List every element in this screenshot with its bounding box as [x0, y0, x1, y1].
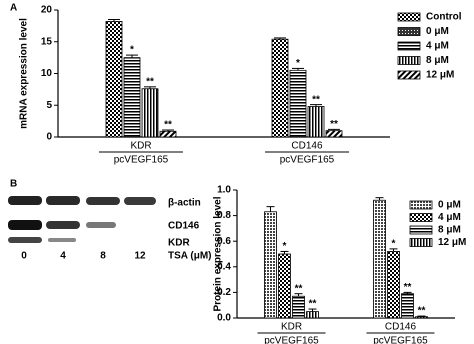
y-tick-label: 15	[41, 36, 53, 47]
significance-mark: **	[418, 306, 426, 317]
legend-label: 4 μM	[426, 41, 449, 52]
legend-swatch	[409, 225, 433, 235]
legend-label: Control	[426, 12, 462, 23]
legend-label: 12 μM	[438, 237, 466, 248]
significance-mark: **	[330, 119, 338, 130]
significance-mark: *	[392, 239, 396, 250]
legend-label: 0 μM	[426, 26, 449, 37]
legend-label: 4 μM	[438, 212, 461, 223]
legend-swatch	[409, 213, 433, 222]
blot-lane-label: 12	[134, 251, 146, 262]
blot-image	[8, 196, 156, 243]
legend-swatch	[397, 70, 421, 80]
y-tick-label: 0.2	[217, 287, 231, 298]
group-label: pcVEGF165	[373, 336, 428, 344]
blot-lane-title: TSA (μM)	[168, 251, 212, 262]
x-tick-label: KDR	[281, 322, 302, 333]
y-tick-label: 1.0	[217, 185, 231, 196]
group-label: pcVEGF165	[114, 155, 169, 166]
legend-swatch	[397, 27, 421, 36]
blot-lane-label: 0	[21, 251, 27, 262]
legend-label: 12 μM	[426, 70, 454, 81]
legend-label: 8 μM	[438, 225, 461, 236]
legend-swatch	[409, 238, 433, 247]
significance-mark: **	[295, 283, 303, 294]
y-tick-label: 10	[41, 68, 53, 79]
y-axis-title: Protein expression level	[213, 196, 224, 311]
y-axis-title: mRNA expression level	[19, 18, 30, 129]
legend-swatch	[397, 56, 421, 65]
significance-mark: **	[404, 282, 412, 293]
blot-lane-label: 8	[100, 251, 106, 262]
significance-mark: **	[312, 94, 320, 105]
bar	[123, 57, 141, 138]
bar	[289, 69, 307, 138]
significance-mark: *	[130, 45, 134, 56]
panel-letter: B	[10, 179, 17, 190]
bar	[271, 38, 289, 138]
significance-mark: **	[309, 299, 317, 310]
bar	[159, 130, 177, 138]
significance-mark: *	[283, 241, 287, 252]
y-tick-label: 0	[46, 132, 52, 143]
bar	[306, 311, 319, 319]
y-tick-label: 0.0	[217, 313, 231, 324]
x-tick-label: CD146	[385, 322, 417, 333]
bar	[278, 253, 291, 319]
significance-mark: *	[296, 58, 300, 69]
blot-label: KDR	[168, 238, 190, 249]
legend-swatch	[397, 12, 421, 22]
significance-mark: **	[164, 120, 172, 131]
bar	[264, 211, 277, 319]
y-tick-label: 0.6	[217, 236, 231, 247]
bar	[292, 295, 305, 319]
legend-swatch	[397, 41, 421, 51]
bar	[141, 88, 159, 138]
y-tick-label: 20	[41, 5, 53, 16]
group-label: pcVEGF165	[264, 336, 319, 344]
legend-label: 0 μM	[438, 200, 461, 211]
bar	[401, 293, 414, 319]
bar	[415, 316, 428, 319]
legend-label: 8 μM	[426, 55, 449, 66]
x-tick-label: KDR	[130, 141, 151, 152]
bar	[307, 106, 325, 138]
bar	[373, 199, 386, 319]
y-tick-label: 5	[46, 100, 52, 111]
blot-label: CD146	[168, 221, 200, 232]
group-label: pcVEGF165	[280, 155, 335, 166]
blot-lane-label: 4	[60, 251, 66, 262]
y-tick-label: 0.8	[217, 210, 231, 221]
bar	[387, 251, 400, 319]
blot-label: β-actin	[168, 198, 201, 209]
x-tick-label: CD146	[291, 141, 323, 152]
y-tick-label: 0.4	[217, 261, 231, 272]
legend-swatch	[409, 200, 433, 210]
panel-letter: A	[10, 3, 17, 14]
bar	[105, 21, 123, 138]
significance-mark: **	[146, 76, 154, 87]
bar	[325, 130, 343, 138]
